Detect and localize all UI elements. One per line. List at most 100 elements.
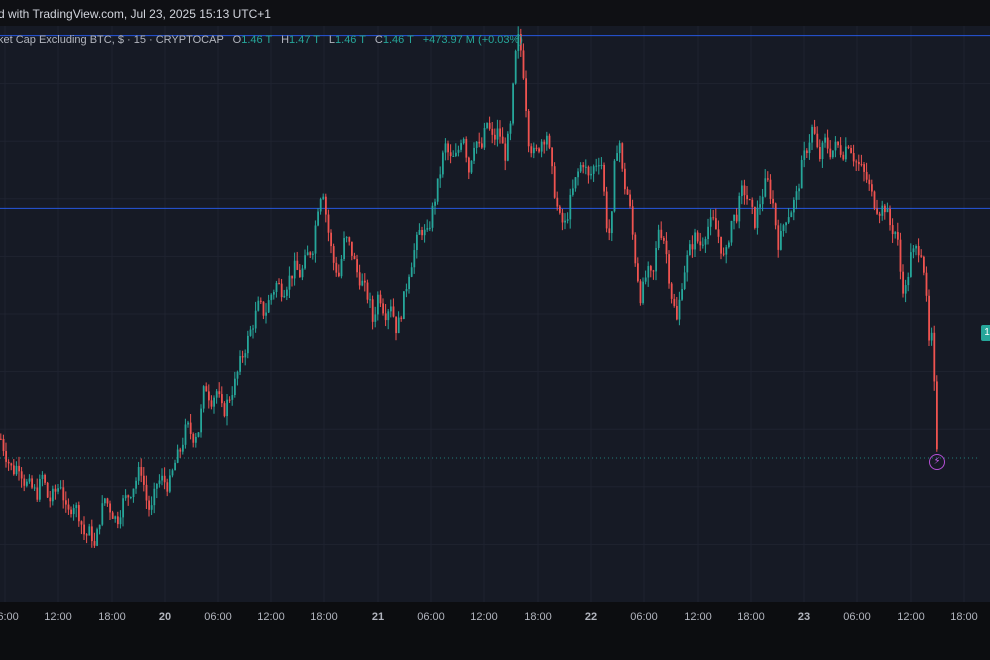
candle-body xyxy=(223,403,226,417)
candle-body xyxy=(343,238,345,260)
candle-body xyxy=(145,484,148,501)
candle-body xyxy=(613,160,616,212)
candle-body xyxy=(262,301,265,316)
candle-body xyxy=(182,444,184,452)
candle-body xyxy=(317,211,319,226)
candle-body xyxy=(852,153,855,162)
last-price-tag: 1 xyxy=(981,325,990,341)
candle-body xyxy=(410,267,413,277)
candle-body xyxy=(104,498,106,504)
candle-body xyxy=(533,147,535,154)
candle-body xyxy=(821,142,824,159)
candle-body xyxy=(530,146,533,154)
candle-body xyxy=(322,196,325,200)
candle-body xyxy=(280,283,283,298)
candle-body xyxy=(496,128,499,140)
lightning-icon[interactable]: ⚡ xyxy=(929,454,945,470)
candle-body xyxy=(124,495,127,499)
candle-body xyxy=(366,282,369,300)
candle-body xyxy=(514,50,517,84)
candle-body xyxy=(371,299,374,322)
candle-body xyxy=(296,260,299,270)
candle-body xyxy=(936,381,938,450)
candle-body xyxy=(748,199,751,201)
candle-body xyxy=(31,478,33,488)
x-tick-label: 12:00 xyxy=(257,611,285,623)
candle-body xyxy=(26,481,28,486)
candle-body xyxy=(535,147,538,149)
candle-body xyxy=(210,400,213,407)
candle-body xyxy=(873,191,876,209)
candle-body xyxy=(247,335,249,354)
symbol-name: ket Cap Excluding BTC, $ · 15 · CRYPTOCA… xyxy=(0,34,224,46)
candle-body xyxy=(689,244,691,256)
candle-body xyxy=(608,228,611,234)
candle-body xyxy=(501,136,504,144)
candle-body xyxy=(288,275,291,290)
candle-body xyxy=(119,517,122,525)
candle-body xyxy=(491,128,494,135)
candle-body xyxy=(413,250,416,268)
candle-body xyxy=(70,509,72,515)
candle-body xyxy=(481,143,483,148)
candle-body xyxy=(582,164,585,168)
candle-body xyxy=(634,234,637,264)
candle-body xyxy=(816,133,819,147)
candle-body xyxy=(553,166,556,198)
candle-body xyxy=(569,194,572,220)
candle-body xyxy=(184,424,187,445)
candle-body xyxy=(416,234,418,251)
candle-body xyxy=(735,214,738,222)
candle-body xyxy=(257,300,260,311)
candle-body xyxy=(925,272,928,296)
candle-body xyxy=(447,143,449,153)
candle-body xyxy=(273,291,275,295)
candle-body xyxy=(88,526,91,536)
candle-body xyxy=(715,218,717,230)
candle-body xyxy=(769,179,772,199)
candle-body xyxy=(676,305,678,320)
candle-body xyxy=(806,150,808,154)
candle-body xyxy=(114,516,117,519)
candle-body xyxy=(457,149,460,153)
candle-body xyxy=(101,503,104,525)
candle-body xyxy=(33,487,36,489)
candle-body xyxy=(213,397,215,407)
candle-body xyxy=(774,203,777,226)
candle-body xyxy=(348,237,351,242)
candle-body xyxy=(325,196,327,215)
candle-body xyxy=(621,143,624,169)
candle-body xyxy=(140,466,143,476)
candle-body xyxy=(13,465,15,475)
candle-body xyxy=(202,386,205,409)
candle-body xyxy=(143,475,145,485)
candle-body xyxy=(197,432,200,437)
candle-body xyxy=(780,230,782,250)
x-tick-label: 21 xyxy=(372,611,384,623)
x-tick-label: 12:00 xyxy=(470,611,498,623)
candle-body xyxy=(691,244,694,250)
candle-body xyxy=(319,199,322,212)
candle-body xyxy=(423,229,426,236)
candle-body xyxy=(96,529,98,546)
candle-body xyxy=(902,271,904,294)
x-tick-label: 12:00 xyxy=(897,611,925,623)
candle-body xyxy=(0,438,2,440)
low-value: 1.46 T xyxy=(335,34,366,46)
candle-body xyxy=(408,276,410,290)
candle-body xyxy=(657,229,660,249)
candle-body xyxy=(382,303,384,314)
candle-body xyxy=(356,259,358,273)
candle-body xyxy=(681,288,683,300)
candle-body xyxy=(436,178,439,202)
candle-body xyxy=(889,208,891,226)
candle-body xyxy=(730,220,733,243)
candle-body xyxy=(330,232,332,247)
candle-body xyxy=(881,205,884,216)
x-tick-label: 18:00 xyxy=(950,611,978,623)
candle-body xyxy=(761,196,764,205)
candle-body xyxy=(824,137,826,143)
candle-body xyxy=(265,312,267,316)
candle-body xyxy=(930,332,933,341)
